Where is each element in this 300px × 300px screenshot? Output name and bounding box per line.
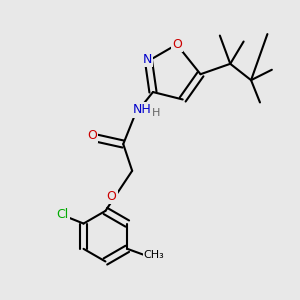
Text: O: O	[106, 190, 116, 202]
Text: NH: NH	[133, 103, 152, 116]
Text: N: N	[142, 53, 152, 66]
Text: O: O	[87, 129, 97, 142]
Text: H: H	[152, 108, 160, 118]
Text: Cl: Cl	[57, 208, 69, 221]
Text: O: O	[172, 38, 182, 51]
Text: CH₃: CH₃	[144, 250, 164, 260]
